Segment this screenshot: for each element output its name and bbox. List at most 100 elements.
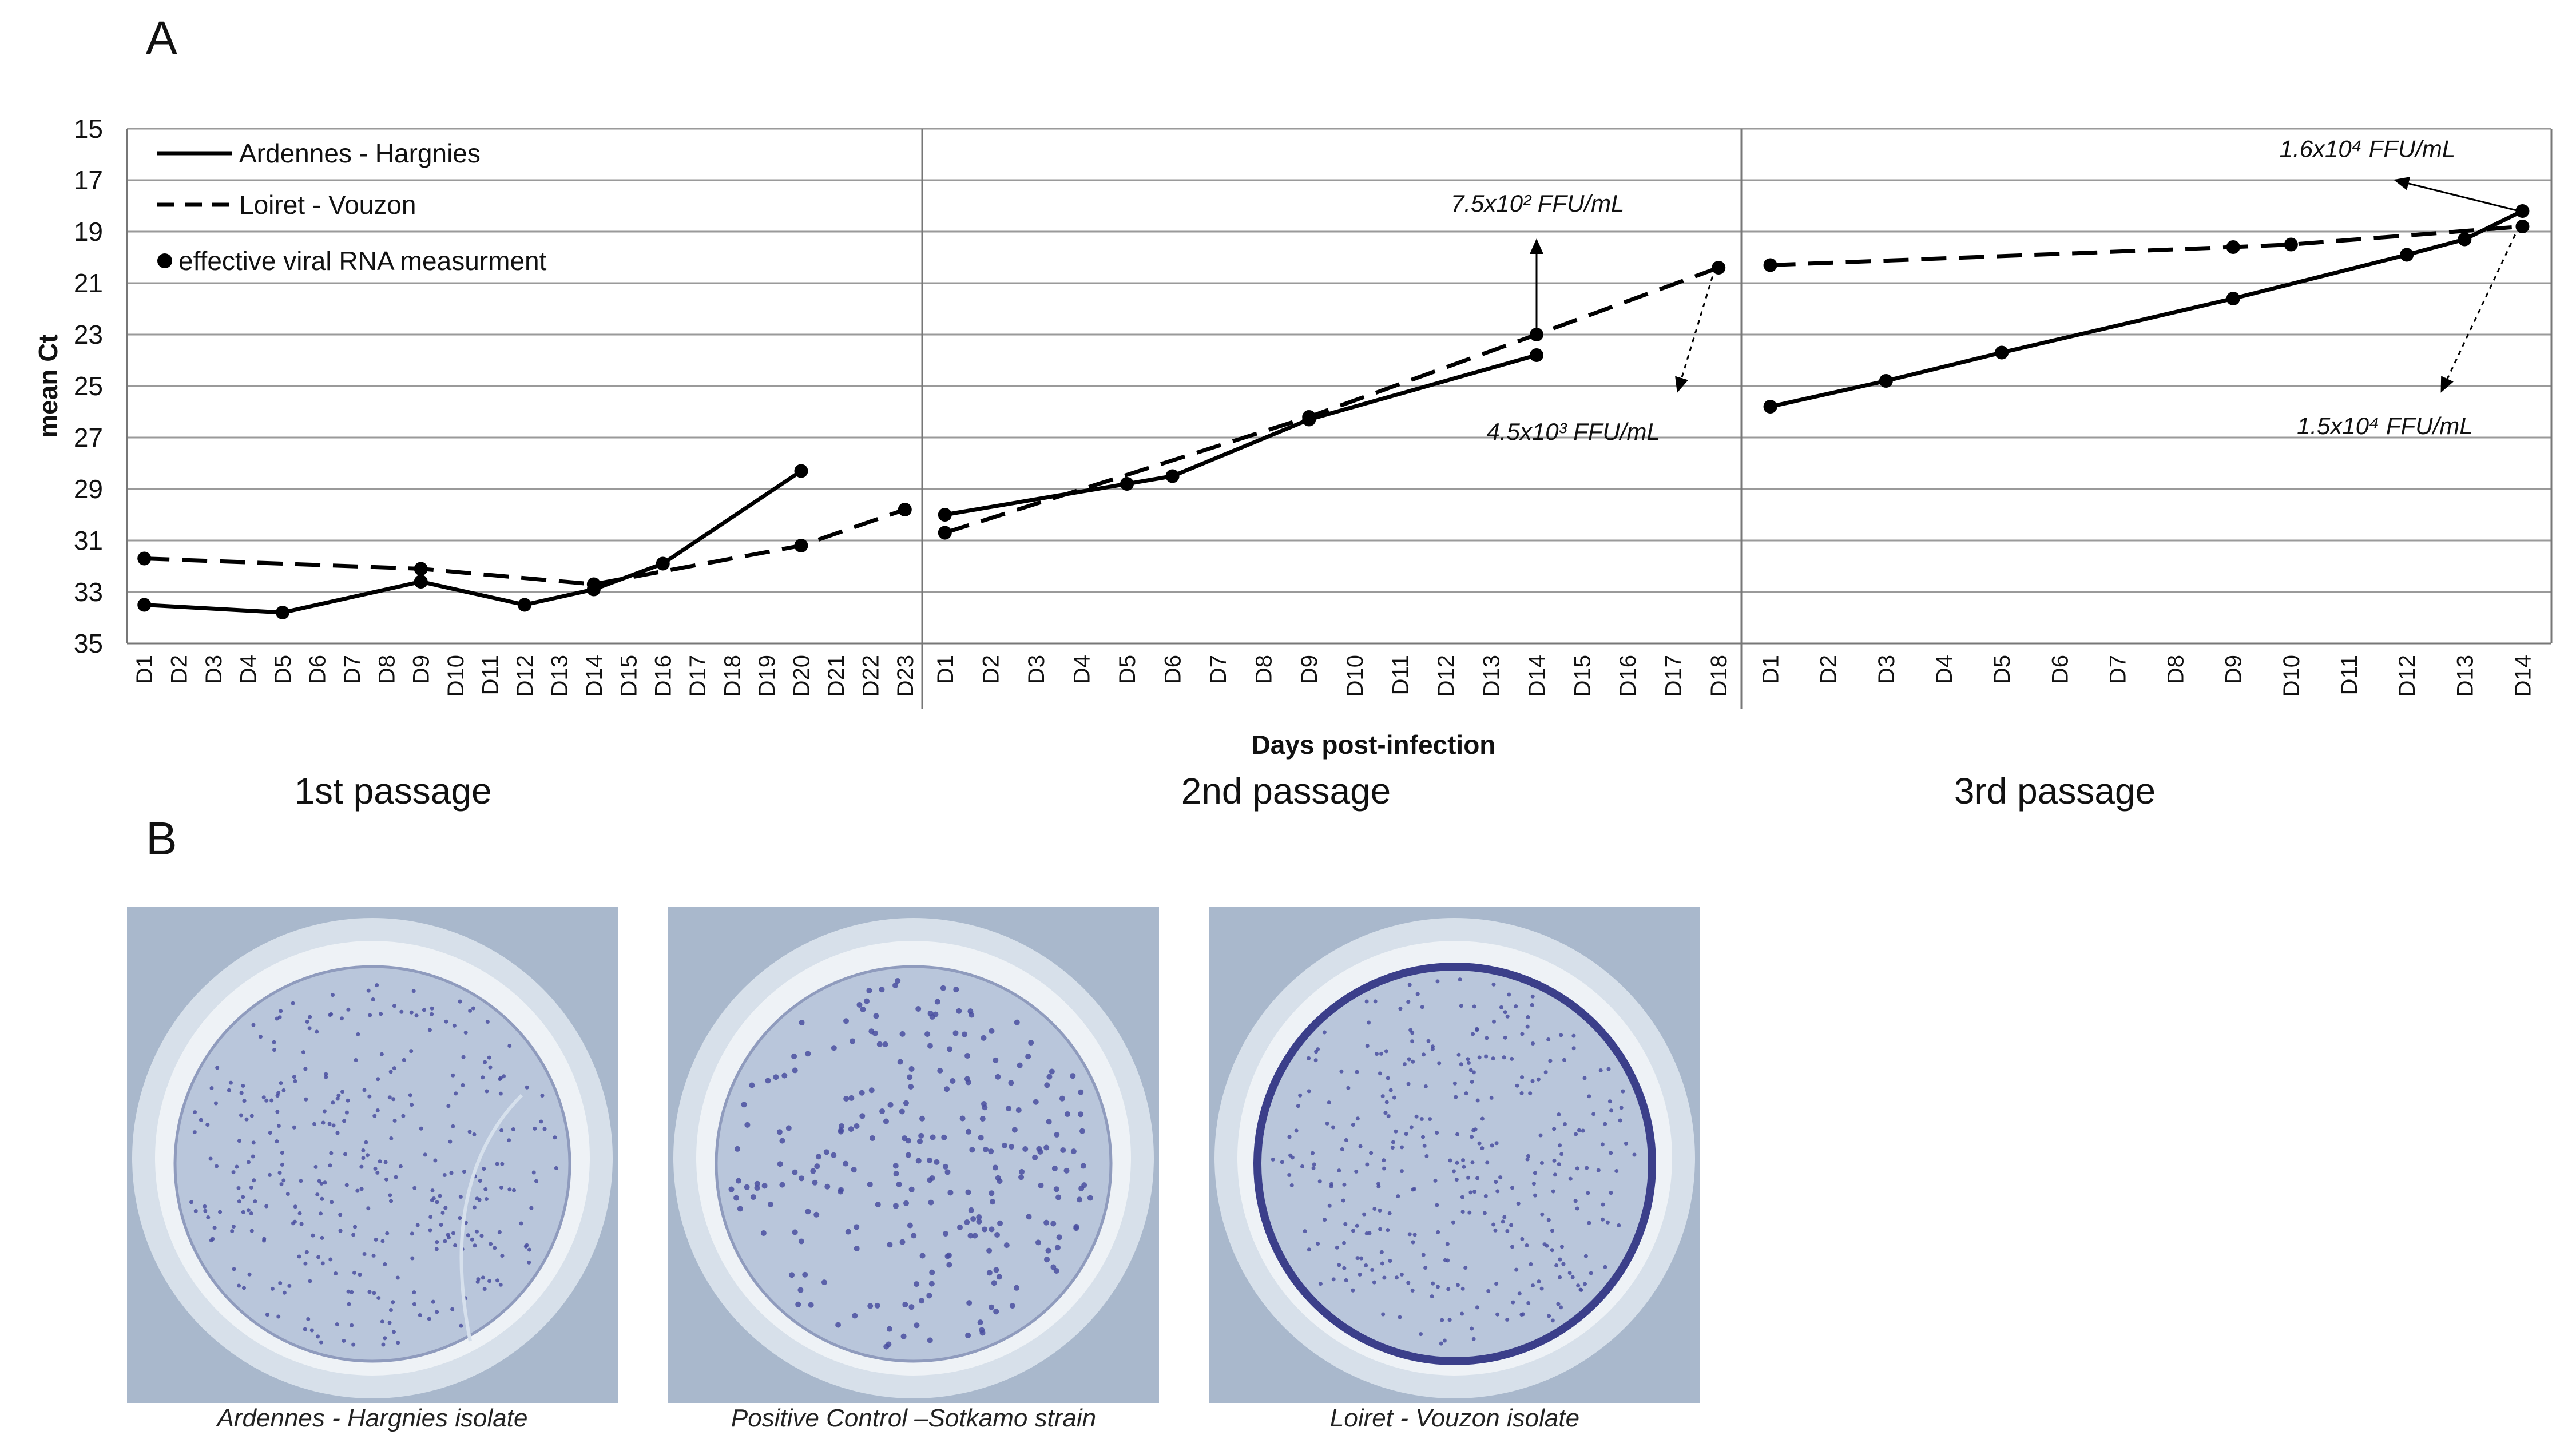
plaque-spot bbox=[1346, 1086, 1351, 1090]
plaque-spot bbox=[281, 1088, 286, 1092]
plaque-spot bbox=[1407, 1232, 1412, 1237]
plaque-spot bbox=[1280, 1160, 1284, 1164]
plaque-spot bbox=[1578, 1287, 1583, 1292]
plaque-spot bbox=[1433, 1178, 1438, 1183]
plaque-spot bbox=[969, 1012, 975, 1018]
annotation-label: 4.5x10³ FFU/mL bbox=[1486, 418, 1660, 445]
plaque-photo-sotkamo bbox=[668, 907, 1159, 1403]
plaque-spot bbox=[1561, 1262, 1566, 1266]
series-line-ardennes bbox=[944, 353, 1537, 517]
plaque-spot bbox=[502, 1074, 506, 1079]
plaque-spot bbox=[856, 1001, 863, 1008]
plaque-spot bbox=[1468, 1068, 1473, 1072]
plaque-spot bbox=[831, 1152, 837, 1158]
plaque-spot bbox=[380, 1239, 385, 1243]
plaque-spot bbox=[320, 1196, 324, 1201]
plaque-spot bbox=[350, 1323, 354, 1327]
plaque-spot bbox=[319, 1181, 324, 1186]
x-tick-label: D7 bbox=[2105, 655, 2130, 684]
plaque-spot bbox=[1501, 1219, 1505, 1224]
plaque-spot bbox=[1494, 1180, 1498, 1184]
plaque-spot bbox=[1482, 1211, 1487, 1215]
plaque-spot bbox=[253, 1199, 257, 1204]
data-point bbox=[2226, 240, 2240, 254]
data-point bbox=[414, 575, 428, 589]
y-tick-label: 17 bbox=[74, 165, 103, 195]
plaque-spot bbox=[1547, 1314, 1551, 1318]
plaque-spot bbox=[306, 1317, 311, 1321]
plaque-spot bbox=[342, 1338, 346, 1343]
plaque-spot bbox=[902, 1302, 908, 1308]
plaque-spot bbox=[1399, 1169, 1404, 1174]
plaque-spot bbox=[308, 1279, 312, 1283]
plaque-spot bbox=[461, 1055, 466, 1059]
plaque-spot bbox=[990, 1199, 996, 1205]
plaque-spot bbox=[525, 1243, 529, 1247]
panel-title: 1st passage bbox=[294, 770, 491, 812]
plaque-spot bbox=[249, 1185, 253, 1190]
plaque-spot bbox=[1552, 1158, 1557, 1163]
plaque-spot bbox=[1402, 1062, 1407, 1067]
plaque-spot bbox=[1303, 1229, 1307, 1234]
plaque-spot bbox=[1340, 1147, 1344, 1152]
plaque-spot bbox=[374, 1237, 378, 1242]
plaque-spot bbox=[483, 1187, 488, 1191]
plaque-spot bbox=[1378, 1071, 1382, 1076]
plaque-spot bbox=[1581, 1128, 1585, 1133]
plaque-spot bbox=[1358, 1272, 1362, 1277]
plaque-spot bbox=[1431, 1281, 1435, 1286]
data-point bbox=[938, 508, 952, 522]
plaque-spot bbox=[371, 1253, 376, 1258]
plaque-spot bbox=[1568, 1176, 1573, 1181]
plaque-spot bbox=[1287, 1135, 1292, 1139]
plaque-spot bbox=[1327, 1100, 1331, 1105]
plaque-spot bbox=[269, 1098, 274, 1103]
plaque-spot bbox=[235, 1164, 239, 1169]
x-tick-label: D5 bbox=[1990, 655, 2015, 684]
plaque-spot bbox=[366, 1206, 371, 1211]
plaque-spot bbox=[1582, 1076, 1587, 1080]
plaque-spot bbox=[329, 1151, 334, 1155]
plaque-spot bbox=[276, 1314, 281, 1319]
plaque-spot bbox=[854, 1123, 860, 1130]
plaque-spot bbox=[964, 1052, 971, 1059]
plaque-spot bbox=[1576, 1283, 1581, 1288]
annotation-arrow bbox=[2394, 177, 2519, 212]
plaque-spot bbox=[330, 993, 335, 997]
plaque-spot bbox=[434, 1247, 439, 1251]
data-point bbox=[656, 556, 670, 571]
plaque-spot bbox=[1540, 1212, 1545, 1217]
plaque-spot bbox=[805, 1051, 811, 1057]
plaque-spot bbox=[1601, 1217, 1605, 1222]
plaque-spot bbox=[375, 1108, 380, 1112]
plaque-spot bbox=[1422, 1052, 1426, 1057]
plaque-spot bbox=[239, 1113, 243, 1118]
plaque-spot bbox=[525, 1085, 529, 1090]
x-tick-label: D14 bbox=[582, 655, 607, 697]
plaque-spot bbox=[388, 1307, 393, 1312]
plaque-spot bbox=[1475, 1027, 1479, 1031]
plaque-spot bbox=[1364, 1263, 1368, 1267]
plaque-spot bbox=[241, 1286, 246, 1290]
plaque-spot bbox=[942, 1163, 948, 1170]
plaque-spot bbox=[1517, 1291, 1522, 1296]
plaque-spot bbox=[893, 1171, 899, 1177]
plaque-spot bbox=[1366, 1020, 1371, 1025]
plaque-spot bbox=[1472, 1004, 1476, 1009]
plaque-spot bbox=[854, 1246, 860, 1252]
plaque-spot bbox=[540, 1094, 545, 1098]
plaque-spot bbox=[439, 1223, 443, 1227]
plaque-spot bbox=[1411, 1059, 1415, 1064]
plaque-spot bbox=[507, 1187, 512, 1192]
plaque-spot bbox=[236, 1186, 241, 1191]
plaque-spot bbox=[485, 1089, 489, 1094]
plaque-spot bbox=[1471, 1337, 1476, 1341]
plaque-spot bbox=[1539, 1160, 1544, 1165]
plaque-spot bbox=[1467, 1210, 1472, 1215]
plaque-spot bbox=[378, 1159, 382, 1164]
plaque-spot bbox=[1536, 1077, 1541, 1082]
plaque-spot bbox=[1322, 1030, 1327, 1035]
plaque-spot bbox=[1404, 1132, 1408, 1136]
plaque-spot bbox=[1545, 1243, 1549, 1248]
plaque-spot bbox=[297, 1254, 301, 1259]
